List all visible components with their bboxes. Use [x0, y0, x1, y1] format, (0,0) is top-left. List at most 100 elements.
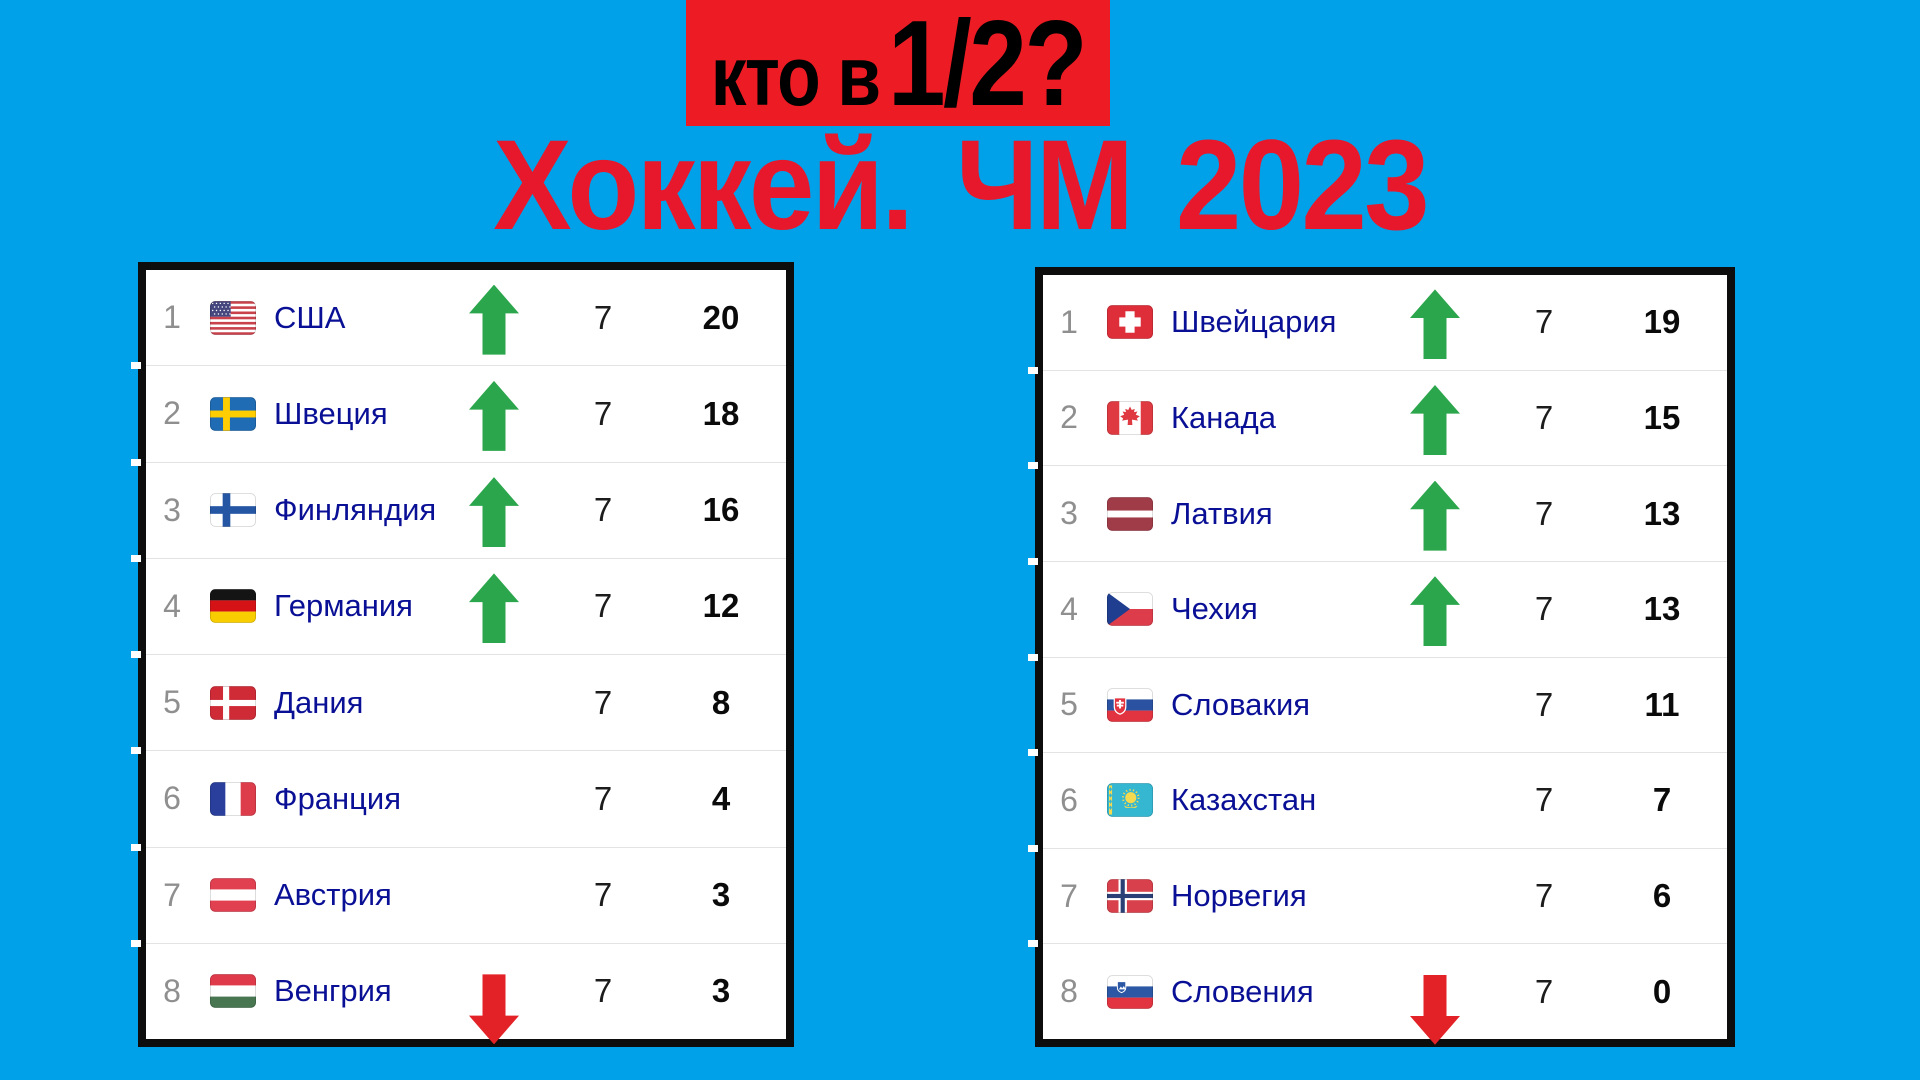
- trend-cell: [1379, 287, 1491, 360]
- games-played: 7: [593, 779, 613, 817]
- points: 20: [702, 298, 740, 336]
- games-played: 7: [593, 298, 613, 336]
- points: 11: [1644, 685, 1680, 723]
- points: 13: [1643, 494, 1681, 532]
- table-row: 7 Норвегия 7 6: [1028, 844, 1727, 944]
- points: 8: [711, 683, 731, 721]
- flag-cell: [1095, 401, 1169, 435]
- country-name: Венгрия: [274, 973, 392, 1009]
- country-name: Канада: [1171, 399, 1276, 435]
- games-played: 7: [1534, 398, 1554, 436]
- flag-us-icon: [210, 300, 256, 335]
- country-name: Латвия: [1171, 495, 1273, 531]
- table-row: 8 Словения 7 0: [1028, 940, 1727, 1045]
- points: 6: [1652, 877, 1672, 915]
- flag-hu-icon: [210, 974, 256, 1009]
- position-number: 7: [1060, 877, 1078, 914]
- trend-up-icon: [469, 380, 519, 451]
- trend-cell: [1379, 574, 1491, 647]
- points: 15: [1643, 398, 1681, 436]
- table-row: 3 Финляндия 7 16: [131, 458, 786, 558]
- points: 3: [711, 972, 731, 1010]
- trend-down-icon: [1410, 974, 1460, 1045]
- games-played: 7: [1534, 303, 1554, 341]
- flag-cell: [1095, 305, 1169, 340]
- games-played: 7: [593, 683, 613, 721]
- trend-up-icon: [1410, 480, 1460, 551]
- flag-fi-icon: [210, 493, 256, 527]
- badge-text-big: 1/2?: [887, 0, 1088, 131]
- trend-down-icon: [469, 974, 519, 1045]
- trend-cell: [1379, 957, 1491, 1045]
- flag-cell: [198, 397, 272, 431]
- points: 18: [702, 394, 740, 432]
- table-row: 4 Германия 7 12: [131, 554, 786, 654]
- table-row: 2 Канада 7 15: [1028, 366, 1727, 466]
- table-row: 5 Дания 7 8: [131, 650, 786, 750]
- games-played: 7: [593, 491, 613, 529]
- points: 4: [711, 779, 731, 817]
- position-number: 8: [1060, 973, 1078, 1010]
- flag-de-icon: [210, 589, 256, 624]
- country-name: Швеция: [274, 395, 388, 431]
- position-number: 5: [1060, 686, 1078, 723]
- country-name: Норвегия: [1171, 878, 1307, 914]
- position-number: 3: [1060, 495, 1078, 532]
- points: 13: [1643, 590, 1681, 628]
- standings-table-right: 1 Швейцария 7 19 2 Канада 7 15 3 Латвия 7 13 4 Чехия 7…: [1028, 267, 1735, 1047]
- flag-sk-icon: [1107, 687, 1153, 722]
- position-number: 6: [1060, 781, 1078, 818]
- points: 19: [1643, 303, 1681, 341]
- header-badge: кто в1/2?: [686, 0, 1110, 126]
- position-number: 1: [163, 299, 181, 336]
- games-played: 7: [1534, 685, 1554, 723]
- table-row: 8 Венгрия 7 3: [131, 939, 786, 1045]
- flag-cell: [198, 878, 272, 912]
- trend-up-icon: [469, 573, 519, 644]
- games-played: 7: [593, 394, 613, 432]
- games-played: 7: [1534, 877, 1554, 915]
- table-row: 6 Казахстан 7 7: [1028, 749, 1727, 848]
- table-row: 3 Латвия 7 13: [1028, 462, 1727, 561]
- flag-cell: [1095, 783, 1169, 818]
- trend-cell: [1379, 479, 1491, 551]
- position-number: 4: [1060, 590, 1078, 627]
- position-number: 1: [1060, 303, 1078, 340]
- trend-up-icon: [469, 477, 519, 548]
- flag-no-icon: [1107, 879, 1153, 913]
- country-name: Словакия: [1171, 686, 1311, 722]
- table-row: 2 Швеция 7 18: [131, 362, 786, 461]
- position-number: 6: [163, 780, 181, 817]
- position-number: 7: [163, 876, 181, 913]
- position-number: 5: [163, 684, 181, 721]
- country-name: Австрия: [274, 877, 392, 913]
- trend-up-icon: [1410, 576, 1460, 647]
- games-played: 7: [1534, 781, 1554, 819]
- badge-text: кто в1/2?: [711, 2, 1088, 124]
- trend-up-icon: [1410, 289, 1460, 360]
- games-played: 7: [1534, 590, 1554, 628]
- flag-cell: [1095, 687, 1169, 722]
- flag-si-icon: [1107, 974, 1153, 1009]
- position-number: 2: [163, 395, 181, 432]
- games-played: 7: [1534, 972, 1554, 1010]
- country-name: Финляндия: [274, 492, 437, 528]
- flag-ch-icon: [1107, 305, 1153, 340]
- flag-cell: [1095, 592, 1169, 627]
- trend-up-icon: [469, 284, 519, 355]
- flag-cell: [198, 782, 272, 816]
- table-row: 1 Швейцария 7 19: [1043, 275, 1727, 370]
- points: 0: [1652, 972, 1672, 1010]
- flag-cell: [198, 589, 272, 624]
- flag-cell: [1095, 496, 1169, 531]
- trend-cell: [438, 571, 550, 644]
- position-number: 4: [163, 587, 181, 624]
- table-row: 6 Франция 7 4: [131, 747, 786, 846]
- flag-kz-icon: [1107, 783, 1153, 818]
- points: 12: [702, 587, 740, 625]
- games-played: 7: [1534, 494, 1554, 532]
- flag-cell: [198, 974, 272, 1009]
- flag-lv-icon: [1107, 496, 1153, 531]
- trend-cell: [438, 379, 550, 451]
- country-name: Франция: [274, 780, 402, 816]
